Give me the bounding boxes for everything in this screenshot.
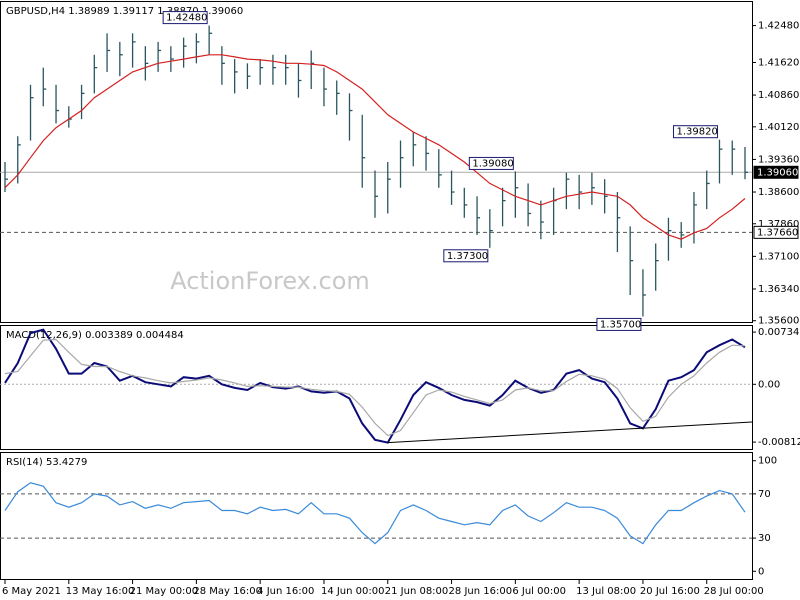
annotation-box: [468, 156, 514, 170]
signal-line: [4, 338, 746, 437]
y-tick-label: 30: [758, 533, 771, 544]
macd-panel: [0, 325, 753, 450]
annotation-label: 1.35700: [600, 319, 641, 330]
x-tick-label: 6 May 2021: [2, 586, 61, 597]
x-tick-label: 14 Jun 00:00: [321, 586, 385, 597]
macd-line: [4, 328, 746, 444]
annotation-label: 1.37300: [447, 251, 488, 262]
y-tick-label: 1.37100: [758, 251, 799, 262]
y-tick-label: 1.36340: [758, 284, 799, 295]
rsi-title: RSI(14) 53.4279: [6, 457, 87, 468]
rsi-line: [4, 482, 746, 545]
annotation-box: [596, 317, 642, 331]
annotation-box: [672, 125, 718, 139]
trendline: [387, 421, 753, 444]
annotation-label: 1.39820: [676, 127, 717, 138]
y-tick-label: 1.42480: [758, 21, 799, 32]
rsi-panel: [0, 452, 753, 580]
price-panel: [0, 1, 753, 323]
macd-title: MACD(12,26,9) 0.003389 0.004484: [6, 330, 184, 341]
watermark: ActionForex.com: [170, 267, 370, 295]
x-tick-label: 6 Jul 00:00: [512, 586, 566, 597]
y-tick-label: 0: [758, 566, 764, 577]
level-label-box: [753, 165, 799, 179]
y-tick-label: 1.40860: [758, 90, 799, 101]
level-label: 1.39060: [757, 167, 798, 178]
x-tick-label: 28 Jul 00:00: [704, 586, 764, 597]
level-label: 1.37660: [757, 227, 798, 238]
x-tick-label: 13 May 16:00: [66, 586, 135, 597]
annotation-box: [162, 11, 208, 25]
annotation-label: 1.39080: [472, 158, 513, 169]
x-tick-label: 13 Jul 08:00: [576, 586, 636, 597]
annotation-box: [443, 249, 489, 263]
level-label-box: [753, 225, 799, 239]
annotation-label: 1.42480: [166, 13, 207, 24]
moving-average: [4, 54, 746, 240]
y-tick-label: 0.007342: [758, 327, 800, 338]
y-tick-label: 0.00: [758, 379, 780, 390]
y-tick-label: 1.41620: [758, 57, 799, 68]
y-tick-label: 100: [758, 456, 777, 467]
y-tick-label: 70: [758, 489, 771, 500]
y-tick-label: 1.38600: [758, 187, 799, 198]
y-tick-label: 1.39360: [758, 154, 799, 165]
x-tick-label: 4 Jun 16:00: [257, 586, 314, 597]
y-tick-label: 1.40120: [758, 122, 799, 133]
x-tick-label: 28 Jun 16:00: [449, 586, 513, 597]
x-tick-label: 21 May 00:00: [130, 586, 199, 597]
y-tick-label: 1.35600: [758, 316, 799, 327]
x-tick-label: 21 Jun 08:00: [385, 586, 449, 597]
price-title: GBPUSD,H4 1.38989 1.39117 1.38870 1.3906…: [6, 6, 243, 17]
y-tick-label: -0.008126: [758, 437, 800, 448]
y-tick-label: 1.37860: [758, 219, 799, 230]
x-tick-label: 20 Jul 16:00: [640, 586, 700, 597]
x-tick-label: 28 May 16:00: [193, 586, 262, 597]
